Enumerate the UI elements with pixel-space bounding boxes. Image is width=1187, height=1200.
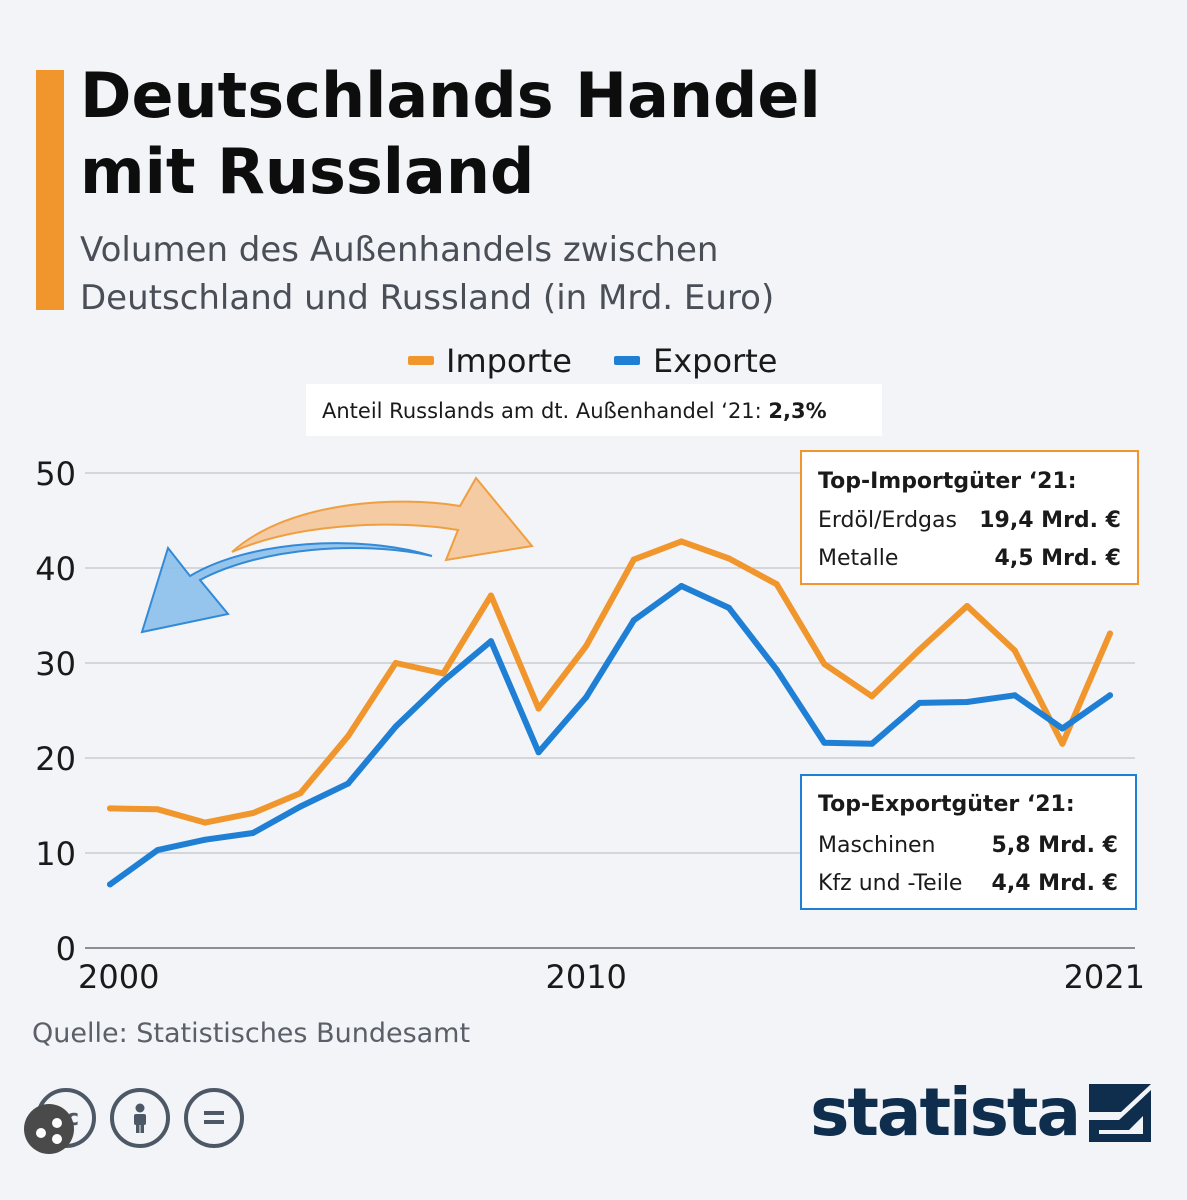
data-point-importe <box>249 810 256 817</box>
data-point-importe <box>202 819 209 826</box>
data-point-exporte <box>107 881 113 888</box>
y-axis-ticks: 0 10 20 30 40 50 <box>35 455 76 968</box>
x-tick-label: 2010 <box>545 958 626 996</box>
data-point-importe <box>726 555 733 562</box>
data-point-exporte <box>630 617 637 624</box>
share-note-value: 2,3% <box>768 399 826 423</box>
top-import-row-value: 4,5 Mrd. € <box>995 546 1121 571</box>
data-point-exporte <box>868 740 875 747</box>
top-export-title: Top-Exportgüter ‘21: <box>818 792 1075 817</box>
series-line-exporte <box>107 583 1113 888</box>
data-point-exporte <box>154 847 161 854</box>
data-point-importe <box>773 581 780 588</box>
data-point-importe <box>154 806 161 813</box>
data-point-exporte <box>440 678 447 685</box>
data-point-importe <box>868 693 875 700</box>
data-point-exporte <box>726 604 733 611</box>
title-accent-bar <box>36 70 64 310</box>
statista-logo-mark-icon <box>1089 1084 1151 1142</box>
share-bubble-icon[interactable] <box>24 1104 74 1154</box>
x-tick-label: 2000 <box>78 958 159 996</box>
chart-subtitle: Volumen des Außenhandels zwischen Deutsc… <box>80 230 775 318</box>
export-arrow-icon <box>140 542 433 634</box>
top-import-row-value: 19,4 Mrd. € <box>979 508 1121 533</box>
line-chart: Importe Exporte Anteil Russlands am dt. … <box>35 342 1145 996</box>
share-note: Anteil Russlands am dt. Außenhandel ‘21:… <box>306 384 882 436</box>
series-lines <box>107 538 1113 888</box>
data-point-exporte <box>487 638 494 645</box>
series-line-importe <box>107 538 1113 826</box>
series-points <box>107 538 1113 888</box>
data-point-exporte <box>678 583 685 590</box>
statista-logo-text: statista <box>810 1074 1081 1151</box>
data-point-exporte <box>345 780 352 787</box>
data-point-importe <box>583 642 590 649</box>
y-tick-label: 40 <box>35 550 76 588</box>
data-point-exporte <box>1107 692 1113 699</box>
data-point-importe <box>535 705 542 712</box>
top-export-row-label: Maschinen <box>818 833 936 858</box>
data-point-exporte <box>821 739 828 746</box>
top-export-goods-box: Top-Exportgüter ‘21: Maschinen 5,8 Mrd. … <box>800 774 1137 910</box>
top-export-box-frame <box>800 774 1137 910</box>
chart-title: Deutschlands Handel mit Russland <box>80 59 821 208</box>
data-point-exporte <box>535 749 542 756</box>
source-note: Quelle: Statistisches Bundesamt <box>32 1018 471 1049</box>
legend-swatch-exporte <box>614 356 640 365</box>
data-point-importe <box>440 670 447 677</box>
data-point-exporte <box>392 723 399 730</box>
data-point-exporte <box>916 699 923 706</box>
top-export-row-value: 4,4 Mrd. € <box>992 871 1118 896</box>
import-arrow-icon <box>231 476 534 562</box>
x-tick-label: 2021 <box>1064 958 1145 996</box>
legend-swatch-importe <box>408 356 434 365</box>
legend: Importe Exporte <box>408 342 777 380</box>
top-import-row-label: Erdöl/Erdgas <box>818 508 957 533</box>
data-point-exporte <box>202 836 209 843</box>
share-note-box <box>306 384 882 436</box>
legend-label-importe: Importe <box>446 342 572 380</box>
data-point-importe <box>345 733 352 740</box>
data-point-importe <box>678 538 685 545</box>
data-point-importe <box>392 660 399 666</box>
y-tick-label: 20 <box>35 740 76 778</box>
statista-logo: statista <box>810 1080 1151 1146</box>
top-export-row-value: 5,8 Mrd. € <box>992 833 1118 858</box>
data-point-importe <box>297 790 304 797</box>
data-point-exporte <box>1059 725 1066 732</box>
y-tick-label: 50 <box>35 455 76 493</box>
data-point-importe <box>1059 740 1066 747</box>
y-tick-label: 10 <box>35 835 76 873</box>
top-export-row-label: Kfz und -Teile <box>818 871 962 896</box>
nd-equals-icon[interactable] <box>184 1088 244 1148</box>
data-point-importe <box>1107 630 1113 637</box>
svg-text:Anteil Russlands am dt. Außenh: Anteil Russlands am dt. Außenhandel ‘21:… <box>322 399 827 423</box>
data-point-importe <box>107 805 113 812</box>
y-tick-label: 30 <box>35 645 76 683</box>
data-point-exporte <box>964 698 971 705</box>
top-import-goods-box: Top-Importgüter ‘21: Erdöl/Erdgas 19,4 M… <box>800 450 1139 585</box>
y-tick-label: 0 <box>56 930 76 968</box>
top-import-box-frame <box>800 450 1139 585</box>
share-note-label: Anteil Russlands am dt. Außenhandel ‘21: <box>322 399 768 423</box>
data-point-importe <box>821 660 828 667</box>
trade-arrows-illustration <box>140 476 534 634</box>
data-point-exporte <box>1011 692 1018 699</box>
data-point-importe <box>1011 647 1018 654</box>
data-point-importe <box>964 603 971 609</box>
x-axis-ticks: 2000 2010 2021 <box>78 958 1145 996</box>
data-point-exporte <box>297 803 304 810</box>
data-point-exporte <box>583 694 590 701</box>
data-point-importe <box>487 592 494 599</box>
top-import-title: Top-Importgüter ‘21: <box>818 469 1077 494</box>
data-point-importe <box>916 646 923 653</box>
data-point-exporte <box>249 830 256 837</box>
top-import-row-label: Metalle <box>818 546 898 571</box>
legend-label-exporte: Exporte <box>653 342 777 380</box>
data-point-importe <box>630 556 637 563</box>
data-point-exporte <box>773 666 780 673</box>
by-person-icon[interactable] <box>110 1088 170 1148</box>
